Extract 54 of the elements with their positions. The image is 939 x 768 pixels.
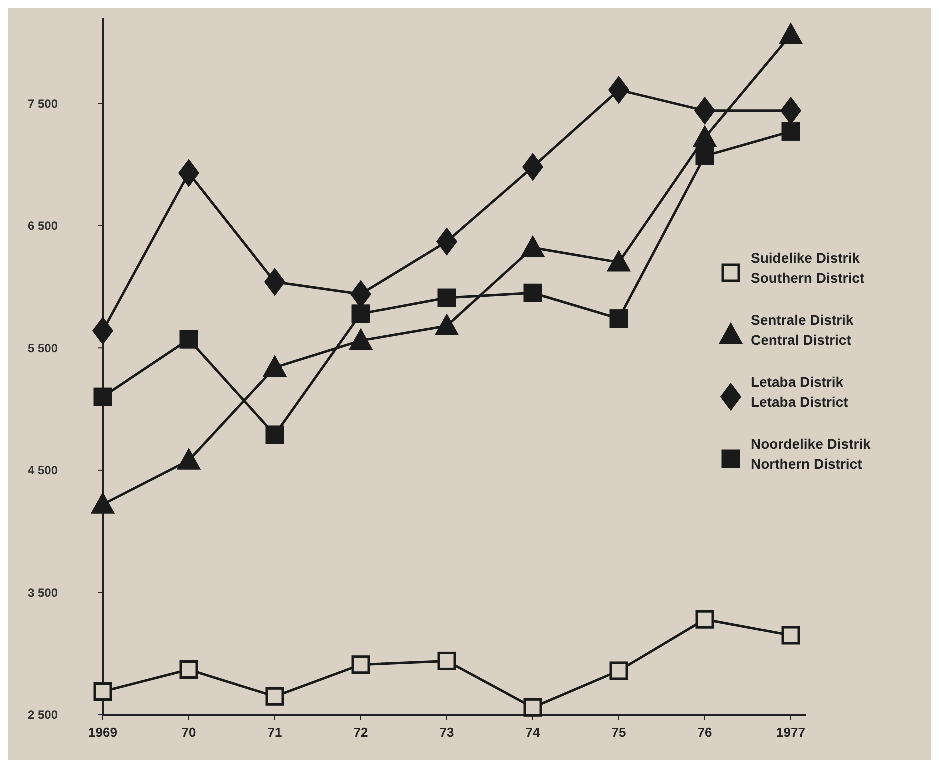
- point: [436, 228, 458, 256]
- point: [94, 682, 112, 702]
- x-tick-label: 73: [440, 725, 454, 740]
- legend-label: Letaba Distrik Letaba District: [751, 374, 849, 410]
- point: [438, 288, 456, 308]
- y-tick-label: 3 500: [28, 586, 58, 600]
- x-tick-label: 1977: [776, 725, 806, 740]
- x-tick-label: 75: [612, 725, 626, 740]
- legend-label: Sentrale Distrik Central District: [751, 312, 854, 348]
- point: [782, 626, 800, 645]
- y-tick-label: 4 500: [28, 464, 58, 478]
- point: [522, 154, 544, 180]
- point: [436, 314, 458, 336]
- point: [352, 656, 370, 674]
- point: [94, 388, 112, 406]
- legend-label: Noordelike Distrik Northern District: [751, 436, 872, 472]
- x-tick-label: 71: [268, 725, 282, 740]
- point: [266, 687, 284, 706]
- point: [696, 610, 714, 629]
- point: [780, 24, 802, 44]
- point: [694, 126, 716, 148]
- x-tick-label: 76: [698, 725, 712, 740]
- y-tick-label: 6 500: [28, 219, 58, 234]
- point: [694, 98, 716, 124]
- point: [522, 236, 544, 258]
- x-tick-label: 72: [354, 725, 368, 740]
- point: [608, 251, 630, 272]
- point: [608, 76, 630, 104]
- x-tick-label: 1969: [88, 725, 118, 740]
- point: [266, 426, 284, 444]
- y-tick-label: 2 500: [28, 708, 58, 722]
- point: [780, 98, 802, 124]
- y-tick-label: 7 500: [28, 96, 58, 111]
- point: [92, 318, 114, 344]
- point: [524, 284, 542, 302]
- point: [350, 330, 372, 350]
- point: [264, 356, 286, 377]
- x-tick-label: 74: [526, 725, 541, 740]
- point: [92, 493, 114, 514]
- point: [180, 330, 198, 349]
- x-tick-label: 70: [182, 725, 196, 740]
- point: [610, 310, 628, 328]
- point: [524, 698, 542, 717]
- point: [178, 449, 200, 470]
- point: [180, 660, 198, 680]
- point: [696, 146, 714, 166]
- point: [178, 160, 200, 187]
- y-tick-label: 5 500: [28, 341, 58, 356]
- point: [782, 122, 800, 141]
- legend-label: Suidelike Distrik Southern District: [751, 250, 865, 286]
- point: [264, 268, 286, 296]
- point: [610, 662, 628, 680]
- point: [438, 652, 456, 670]
- point: [352, 304, 370, 324]
